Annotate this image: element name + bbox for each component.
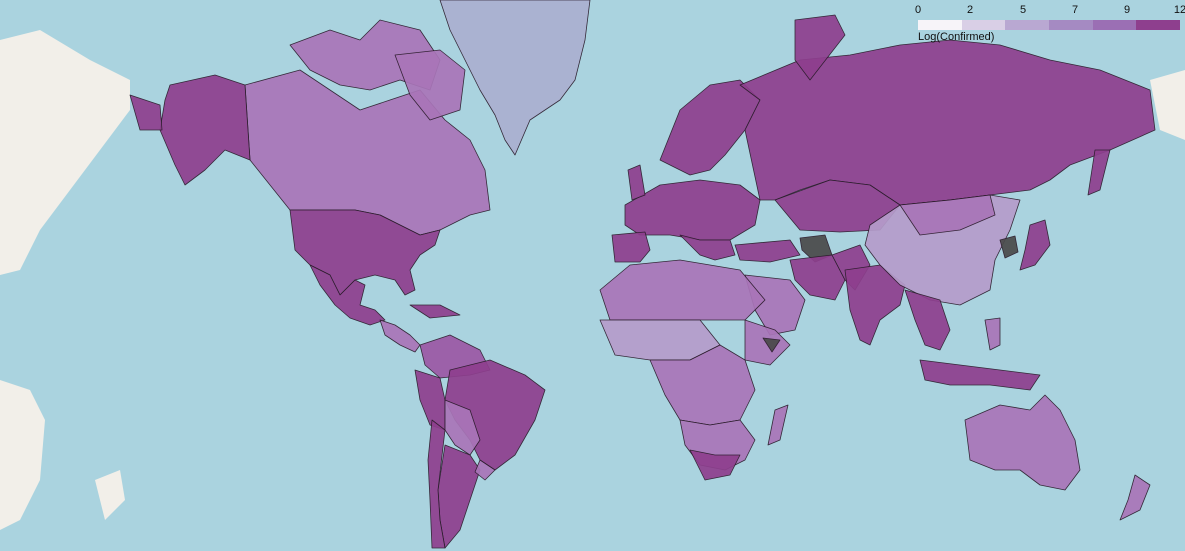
region-indonesia[interactable] [919,359,1041,391]
region-central-africa[interactable] [649,344,756,426]
legend-tick: 12 [1173,4,1185,16]
country-alaska[interactable] [159,74,251,186]
legend-ticks: 0 2 5 7 9 12 [914,4,1185,18]
legend-tick: 9 [1123,4,1131,16]
land-no-data-new-zealand-west [95,470,125,520]
legend-swatch [918,20,962,30]
country-iberia[interactable] [611,231,651,263]
country-alaska-west[interactable] [129,94,163,131]
legend-color-bar [918,20,1181,30]
legend-swatch [961,20,1006,30]
region-southeast-asia[interactable] [904,289,951,351]
legend-tick: 0 [914,4,922,16]
country-greenland[interactable] [439,0,591,156]
legend-tick: 5 [1019,4,1027,16]
country-italy-balkans[interactable] [679,234,736,261]
legend-swatch [1005,20,1050,30]
legend-swatch [1049,20,1093,30]
country-russia-kamchatka[interactable] [1087,149,1111,196]
country-chile[interactable] [427,419,446,549]
country-north-korea[interactable] [999,235,1019,259]
color-legend: 0 2 5 7 9 12 Log(Confirmed) [914,4,1185,48]
country-uruguay[interactable] [474,459,496,481]
region-central-america[interactable] [379,319,421,353]
country-russia-arctic[interactable] [794,14,846,81]
country-uk-ireland[interactable] [627,164,646,201]
country-philippines[interactable] [984,317,1001,351]
legend-tick: 2 [966,4,974,16]
country-mexico[interactable] [309,264,386,326]
country-japan[interactable] [1019,219,1051,271]
region-caribbean[interactable] [409,304,461,319]
legend-tick: 7 [1071,4,1079,16]
country-south-africa[interactable] [689,449,741,481]
country-new-zealand[interactable] [1119,474,1151,521]
country-madagascar[interactable] [767,404,789,446]
legend-swatch [1092,20,1137,30]
legend-swatch [1136,20,1181,30]
land-no-data-siberia-west [0,30,130,275]
country-australia[interactable] [964,394,1081,491]
country-canada-baffin[interactable] [394,49,466,121]
land-no-data-east-edge [1150,70,1185,140]
land-no-data-australia-west-edge [0,380,45,530]
country-somalia[interactable] [762,337,781,353]
country-mongolia[interactable] [899,194,996,236]
country-turkey[interactable] [734,239,801,263]
legend-title: Log(Confirmed) [918,31,995,43]
